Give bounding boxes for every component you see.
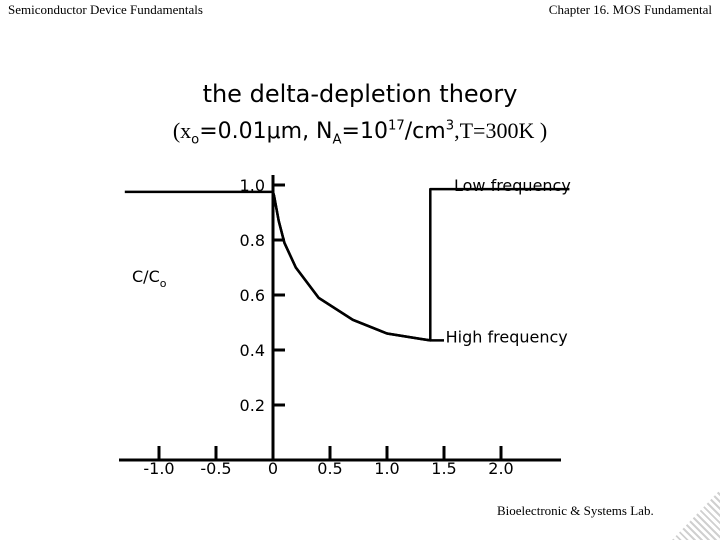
y-tick-label-0: 1.0 — [240, 176, 265, 195]
y-tick-label-3: 0.4 — [240, 341, 265, 360]
y-axis-label-sub: o — [160, 277, 167, 290]
x-tick-label-2: 0 — [268, 459, 278, 478]
header-left-title: Semiconductor Device Fundamentals — [8, 2, 203, 17]
chart-series-layer — [124, 187, 570, 342]
y-axis-label: C/Co — [132, 267, 167, 290]
param-open: (x — [172, 118, 192, 143]
x-tick-label-6: 2.0 — [488, 459, 513, 478]
series-line-0 — [124, 187, 570, 342]
x-tick-label-1: -0.5 — [200, 459, 231, 478]
series-line-1 — [271, 191, 444, 342]
param-sup3: 3 — [445, 118, 455, 134]
footer-lab-name: Bioelectronic & Systems Lab. — [497, 503, 654, 518]
x-tick-label-0: -1.0 — [143, 459, 174, 478]
param-sup17: 17 — [387, 118, 405, 134]
slide-subtitle-parameters: (xo=0.01μm, NA=1017/cm3,T=300K ) — [0, 118, 720, 147]
annotation-0: Low frequency — [454, 176, 571, 195]
y-tick-label-2: 0.6 — [240, 286, 265, 305]
chart-axes — [119, 175, 561, 462]
param-sub-a: A — [332, 132, 342, 148]
y-tick-label-4: 0.2 — [240, 396, 265, 415]
param-temp: ,T=300K ) — [454, 118, 548, 143]
chart-labels-layer: -1.0 -0.5 0 0.5 1.0 1.5 2.0 1.0 0.8 0.6 0.4 0.2 C/Co… — [132, 176, 571, 478]
y-tick-label-1: 0.8 — [240, 231, 265, 250]
param-unit: /cm — [404, 119, 446, 144]
x-tick-label-5: 1.5 — [431, 459, 456, 478]
param-eq1: =0.01μm, N — [199, 119, 333, 144]
annotation-1: High frequency — [446, 327, 568, 346]
slide-title: the delta-depletion theory — [202, 80, 518, 108]
x-tick-label-4: 1.0 — [374, 459, 399, 478]
header-right-chapter: Chapter 16. MOS Fundamental — [548, 2, 712, 17]
param-sub-o: o — [191, 132, 200, 148]
param-eq2: =10 — [341, 119, 388, 144]
x-tick-label-3: 0.5 — [317, 459, 342, 478]
